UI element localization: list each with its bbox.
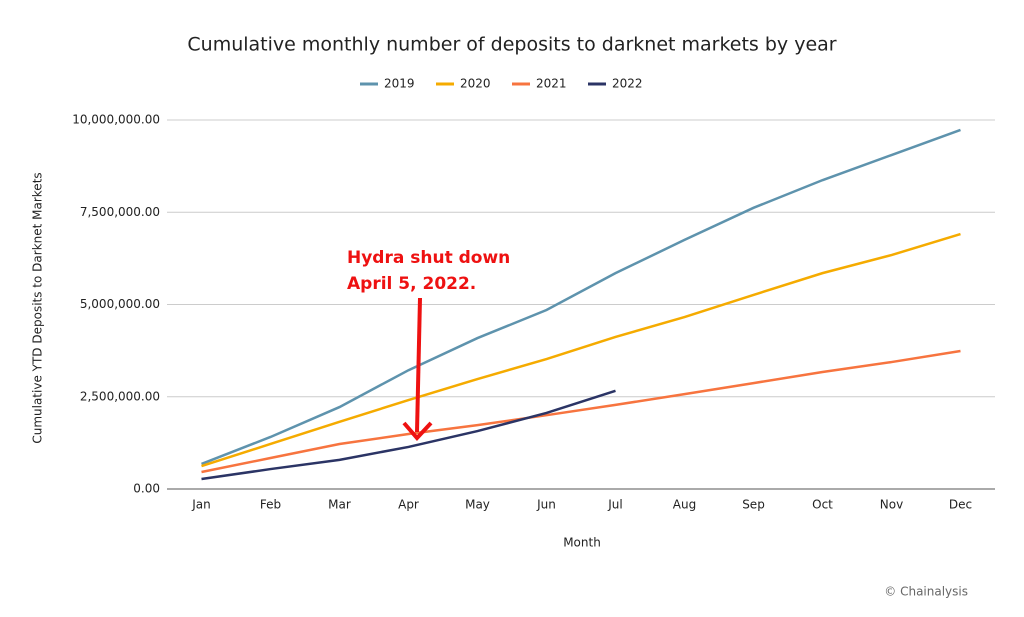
legend-label: 2019 <box>384 77 415 91</box>
series-line <box>201 389 616 481</box>
credit: © Chainalysis <box>884 585 968 599</box>
x-tick-label: May <box>465 498 490 512</box>
y-tick-label: 10,000,000.00 <box>72 113 160 127</box>
x-tick-label: Feb <box>260 498 281 512</box>
x-tick-label: Dec <box>949 498 972 512</box>
annotation: April 5, 2022. <box>347 274 476 294</box>
y-tick-label: 5,000,000.00 <box>80 297 160 311</box>
y-axis-label: Cumulative YTD Deposits to Darknet Marke… <box>31 172 45 443</box>
legend-label: 2022 <box>612 77 643 91</box>
x-tick-label: Nov <box>880 498 903 512</box>
x-tick-label: Jan <box>191 498 211 512</box>
x-tick-label: Sep <box>742 498 765 512</box>
x-tick-label: Mar <box>328 498 351 512</box>
legend-label: 2021 <box>536 77 567 91</box>
annotation-arrow <box>415 297 422 433</box>
series-line <box>201 128 961 466</box>
x-tick-label: Apr <box>398 498 419 512</box>
x-tick-label: Jul <box>607 498 622 512</box>
series-line <box>201 349 961 474</box>
x-axis-label: Month <box>563 536 601 550</box>
y-tick-label: 7,500,000.00 <box>80 205 160 219</box>
x-tick-label: Jun <box>536 498 556 512</box>
annotation-arrowhead <box>402 421 433 441</box>
series-line <box>201 232 961 468</box>
y-tick-label: 2,500,000.00 <box>80 389 160 403</box>
x-tick-label: Oct <box>812 498 833 512</box>
chart-title: Cumulative monthly number of deposits to… <box>187 34 836 56</box>
legend-label: 2020 <box>460 77 491 91</box>
x-tick-label: Aug <box>673 498 696 512</box>
annotation: Hydra shut down <box>347 248 510 268</box>
y-tick-label: 0.00 <box>133 482 160 496</box>
